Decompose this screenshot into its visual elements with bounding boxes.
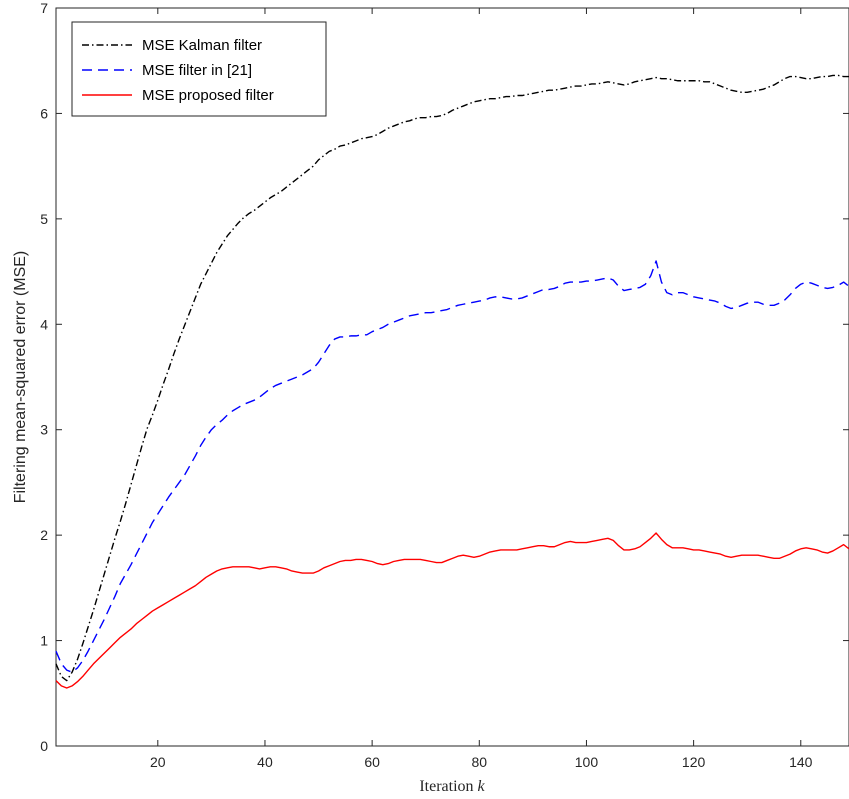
y-axis: 0 1 2 3 4 5 6 7 bbox=[40, 0, 849, 754]
y-tick-label: 1 bbox=[40, 633, 48, 649]
x-axis-label-variable: k bbox=[478, 778, 486, 795]
series-line-2 bbox=[55, 260, 849, 673]
x-axis: 20 40 60 80 100 120 140 bbox=[150, 8, 813, 770]
x-tick-label: 120 bbox=[682, 754, 706, 770]
x-tick-label: 20 bbox=[150, 754, 166, 770]
y-tick-label: 0 bbox=[40, 738, 48, 754]
axes-box bbox=[55, 7, 849, 747]
x-tick-label: 80 bbox=[472, 754, 488, 770]
series-line-1 bbox=[55, 74, 849, 682]
y-tick-label: 4 bbox=[40, 316, 48, 332]
x-tick-label: 40 bbox=[257, 754, 273, 770]
y-tick-label: 2 bbox=[40, 527, 48, 543]
y-axis-label: Filtering mean-squared error (MSE) bbox=[12, 251, 29, 504]
y-tick-label: 3 bbox=[40, 422, 48, 438]
x-axis-label-text: Iteration bbox=[419, 778, 473, 795]
legend-label-2: MSE filter in [21] bbox=[142, 62, 252, 79]
series-layer bbox=[55, 74, 849, 689]
series-line-3 bbox=[55, 532, 849, 689]
legend-label-3: MSE proposed filter bbox=[142, 87, 274, 104]
x-axis-label: Iteration k bbox=[419, 778, 485, 795]
legend: MSE Kalman filter MSE filter in [21] MSE p… bbox=[71, 21, 327, 117]
x-tick-label: 60 bbox=[364, 754, 380, 770]
y-tick-label: 7 bbox=[40, 0, 48, 16]
legend-box bbox=[71, 21, 327, 117]
x-tick-label: 100 bbox=[575, 754, 599, 770]
plot-area bbox=[55, 7, 849, 747]
x-tick-label: 140 bbox=[789, 754, 813, 770]
y-tick-label: 6 bbox=[40, 105, 48, 121]
y-tick-label: 5 bbox=[40, 211, 48, 227]
legend-label-1: MSE Kalman filter bbox=[142, 37, 262, 54]
